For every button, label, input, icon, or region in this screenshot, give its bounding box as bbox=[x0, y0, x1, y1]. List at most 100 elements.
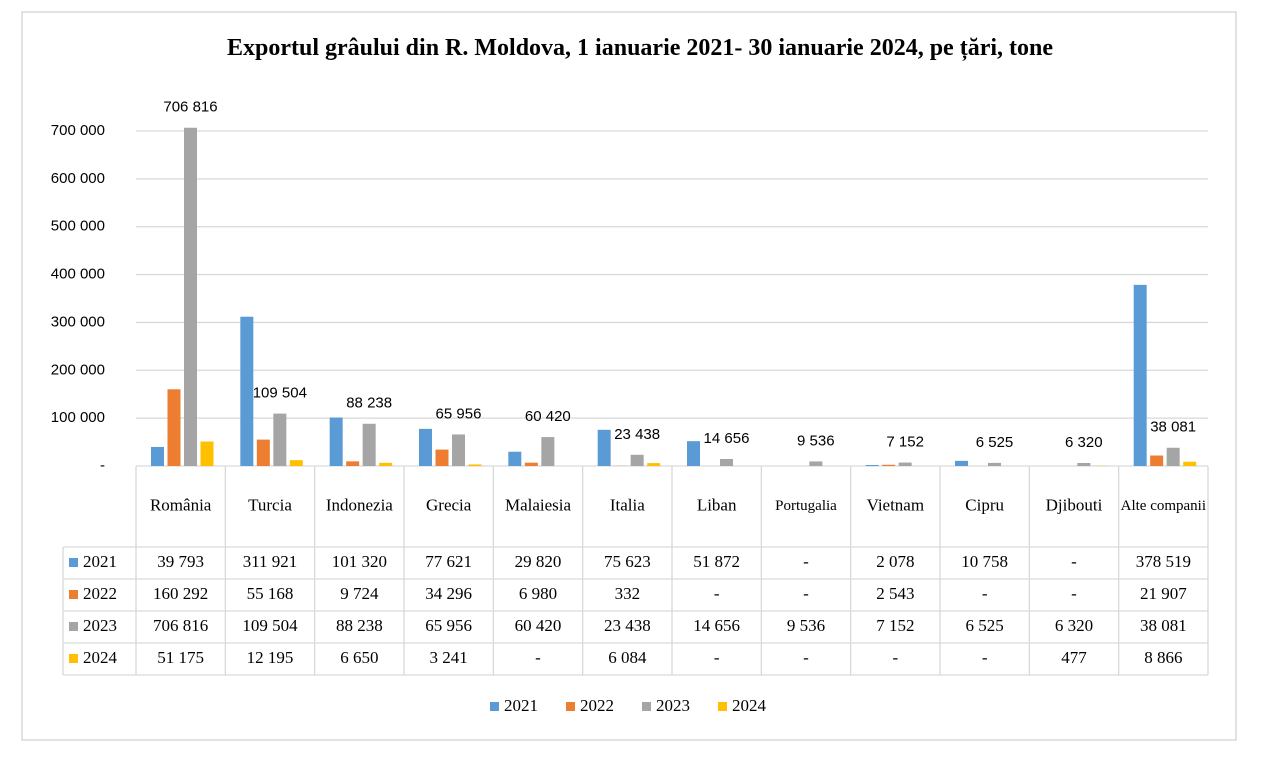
data-label: 6 525 bbox=[976, 434, 1014, 451]
table-row-header: 2024 bbox=[83, 648, 118, 667]
x-tick-label: Grecia bbox=[426, 495, 472, 514]
table-cell: 109 504 bbox=[242, 616, 298, 635]
chart-title: Exportul grâului din R. Moldova, 1 ianua… bbox=[226, 35, 1054, 61]
x-tick-label: Djibouti bbox=[1046, 495, 1103, 514]
legend-key bbox=[490, 702, 499, 711]
data-label: 65 956 bbox=[436, 405, 482, 422]
legend-label: 2022 bbox=[580, 696, 614, 715]
table-row-header: 2021 bbox=[83, 552, 117, 571]
table-cell: 6 084 bbox=[608, 648, 647, 667]
x-tick-label: Italia bbox=[610, 495, 645, 514]
bar bbox=[289, 460, 303, 466]
table-cell: 14 656 bbox=[693, 616, 740, 635]
y-tick-label: 600 000 bbox=[51, 170, 105, 187]
y-tick-label: 300 000 bbox=[51, 313, 105, 330]
table-cell: 65 956 bbox=[425, 616, 472, 635]
x-tick-label: România bbox=[150, 495, 212, 514]
table-cell: 7 152 bbox=[876, 616, 914, 635]
x-tick-label: Cipru bbox=[965, 495, 1004, 514]
bar bbox=[452, 434, 465, 466]
legend-label: 2024 bbox=[732, 696, 767, 715]
table-cell: 311 921 bbox=[243, 552, 298, 571]
table-cell: 34 296 bbox=[425, 584, 472, 603]
table-cell: - bbox=[982, 584, 988, 603]
data-label: 23 438 bbox=[614, 426, 660, 443]
table-cell: 51 175 bbox=[157, 648, 204, 667]
bar bbox=[865, 465, 879, 466]
table-cell: 2 543 bbox=[876, 584, 914, 603]
table-cell: 77 621 bbox=[425, 552, 472, 571]
y-tick-label: - bbox=[100, 457, 105, 474]
legend-key bbox=[69, 622, 78, 631]
bar bbox=[647, 463, 661, 466]
table-cell: 38 081 bbox=[1140, 616, 1187, 635]
legend-key bbox=[69, 654, 78, 663]
legend-key bbox=[69, 558, 78, 567]
table-cell: 477 bbox=[1061, 648, 1087, 667]
data-label: 88 238 bbox=[346, 395, 392, 412]
table-cell: - bbox=[803, 648, 809, 667]
table-cell: 6 980 bbox=[519, 584, 557, 603]
bar bbox=[240, 316, 254, 466]
bar bbox=[200, 441, 214, 466]
legend-key bbox=[566, 702, 575, 711]
data-label: 14 656 bbox=[704, 430, 750, 447]
table-cell: 10 758 bbox=[961, 552, 1008, 571]
bar bbox=[1150, 455, 1164, 466]
bar bbox=[988, 462, 1001, 466]
table-cell: 8 866 bbox=[1144, 648, 1182, 667]
bar bbox=[1133, 284, 1147, 466]
x-tick-label: Indonezia bbox=[326, 495, 393, 514]
x-tick-label: Malaiesia bbox=[505, 495, 572, 514]
bar bbox=[1183, 461, 1197, 466]
table-cell: 39 793 bbox=[157, 552, 204, 571]
table-cell: 378 519 bbox=[1136, 552, 1191, 571]
table-cell: 9 724 bbox=[340, 584, 379, 603]
bar bbox=[379, 462, 393, 466]
data-label: 109 504 bbox=[253, 385, 307, 402]
bar bbox=[898, 462, 912, 466]
legend-key bbox=[642, 702, 651, 711]
table-cell: 2 078 bbox=[876, 552, 914, 571]
data-label: 60 420 bbox=[525, 408, 571, 425]
table-cell: - bbox=[1071, 584, 1077, 603]
table-row-header: 2022 bbox=[83, 584, 117, 603]
data-label: 706 816 bbox=[163, 99, 217, 116]
table-cell: - bbox=[803, 552, 809, 571]
table-cell: 21 907 bbox=[1140, 584, 1187, 603]
table-cell: 55 168 bbox=[247, 584, 294, 603]
bar bbox=[882, 464, 896, 466]
bar bbox=[809, 461, 823, 466]
bar bbox=[362, 423, 376, 466]
bar bbox=[256, 439, 270, 466]
table-cell: 60 420 bbox=[515, 616, 562, 635]
table-cell: 9 536 bbox=[787, 616, 825, 635]
table-cell: - bbox=[1071, 552, 1077, 571]
legend-key bbox=[718, 702, 727, 711]
data-label: 9 536 bbox=[797, 432, 835, 449]
table-cell: 6 525 bbox=[966, 616, 1004, 635]
bar bbox=[524, 462, 538, 466]
table-cell: 3 241 bbox=[430, 648, 468, 667]
legend-key bbox=[69, 590, 78, 599]
data-label: 6 320 bbox=[1065, 434, 1103, 451]
table-cell: - bbox=[982, 648, 988, 667]
table-cell: 23 438 bbox=[604, 616, 651, 635]
table-cell: 29 820 bbox=[515, 552, 562, 571]
table-row-header: 2023 bbox=[83, 616, 117, 635]
x-tick-label: Alte companii bbox=[1121, 498, 1206, 514]
table-cell: - bbox=[803, 584, 809, 603]
bar bbox=[720, 458, 733, 466]
x-tick-label: Turcia bbox=[248, 495, 292, 514]
x-tick-label: Liban bbox=[697, 495, 737, 514]
legend-label: 2023 bbox=[656, 696, 690, 715]
table-cell: - bbox=[714, 648, 720, 667]
bar bbox=[151, 446, 164, 466]
table-cell: 332 bbox=[615, 584, 641, 603]
table-cell: 160 292 bbox=[153, 584, 208, 603]
x-tick-label: Portugalia bbox=[775, 498, 837, 514]
bar bbox=[346, 461, 360, 466]
bar bbox=[630, 454, 644, 466]
